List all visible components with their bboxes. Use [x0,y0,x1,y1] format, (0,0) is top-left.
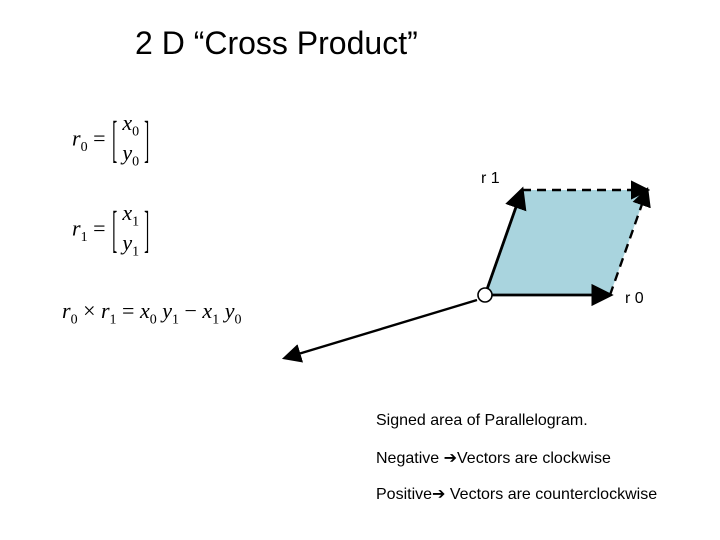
formula-cross-product: r0 × r1 = x0 y1 − x1 y0 [62,300,241,327]
sub-1: 1 [81,230,88,245]
cp-t1bsub: 1 [172,312,179,327]
arrow-icon-2: ➔ [432,486,445,503]
cp-t2asub: 1 [212,312,219,327]
caption-neg-suffix: Vectors are clockwise [457,450,611,467]
cp-t1a: x [140,298,150,323]
cp-a: r [62,298,71,323]
var-r1: r [72,216,81,241]
formula-r0-def: r0 = [ x0 y0 ] [72,110,150,171]
sub-0b: 0 [132,124,139,139]
cp-t1b: y [162,298,172,323]
origin-point [478,288,492,302]
cp-bsub: 1 [110,312,117,327]
caption-pos-suffix: Vectors are counterclockwise [445,486,657,503]
cp-t2bsub: 0 [234,312,241,327]
eq-sign: = [122,298,134,323]
cp-t1asub: 0 [150,312,157,327]
caption-signed-area: Signed area of Parallelogram. [376,412,588,430]
var-x: x [122,110,132,135]
var-y: y [122,140,132,165]
arrow-icon: ➔ [444,450,457,467]
caption-neg-prefix: Negative [376,450,444,467]
cp-asub: 0 [71,312,78,327]
sub-0: 0 [81,140,88,155]
parallelogram-fill [485,190,647,295]
label-r1: r 1 [481,170,500,188]
cp-b: r [101,298,110,323]
times-sign: × [83,298,95,323]
var-r: r [72,126,81,151]
caption-pos-prefix: Positive [376,486,432,503]
cp-t2a: x [202,298,212,323]
minus-sign: − [185,298,197,323]
parallelogram-diagram [250,140,670,370]
caption-positive: Positive➔ Vectors are counterclockwise [376,484,657,504]
label-r0: r 0 [625,290,644,308]
aux-arrow [285,300,477,358]
sub-1c: 1 [132,245,139,260]
var-y1: y [122,230,132,255]
var-x1: x [122,200,132,225]
caption-negative: Negative ➔Vectors are clockwise [376,448,611,468]
page-title: 2 D “Cross Product” [135,25,418,62]
sub-0c: 0 [132,155,139,170]
formula-r1-def: r1 = [ x1 y1 ] [72,200,150,261]
cp-t2b: y [225,298,235,323]
sub-1b: 1 [132,214,139,229]
